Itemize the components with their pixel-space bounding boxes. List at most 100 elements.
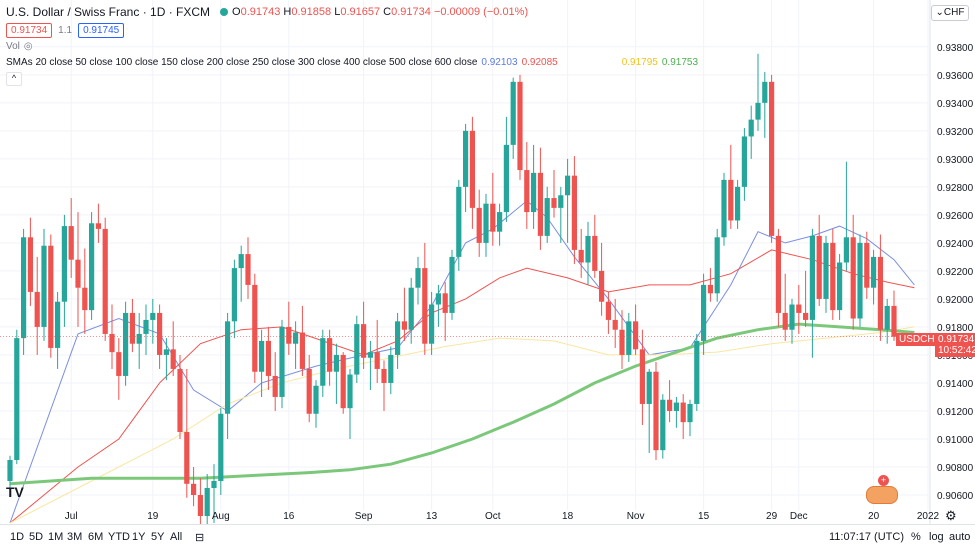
y-tick-label: 0.93600 — [937, 71, 974, 82]
range-5y[interactable]: 5Y — [151, 531, 165, 543]
candle-body — [680, 402, 686, 423]
candle-body — [361, 324, 367, 358]
candle-body — [225, 321, 231, 414]
date-range-calendar-icon[interactable]: ⊟ — [195, 532, 205, 544]
candle-body — [735, 186, 741, 221]
candle-body — [401, 321, 407, 330]
candle-body — [327, 338, 333, 372]
candle-body — [524, 170, 530, 213]
candle-body — [68, 226, 74, 260]
currency-select[interactable]: ⌄CHF — [931, 5, 969, 21]
open-value: 0.91743 — [240, 6, 281, 18]
x-tick-label: 18 — [562, 511, 574, 522]
range-all[interactable]: All — [170, 531, 183, 543]
sma-label[interactable]: SMAs 20 close 50 close 100 close 150 clo… — [6, 57, 478, 68]
x-tick-label: Dec — [790, 511, 808, 522]
sell-button[interactable]: 0.91734 — [6, 23, 53, 38]
candle-body — [170, 349, 176, 369]
x-axis[interactable]: Jul 19 Aug 16 Sep 13 Oct 18 Nov 15 29 Dec 20 2022 — [65, 511, 940, 522]
x-tick-label: 2022 — [917, 511, 940, 522]
y-tick-label: 0.93000 — [937, 155, 974, 166]
legend-title-row: U.S. Dollar / Swiss Franc · 1D · FXCM O0… — [6, 5, 528, 19]
candle-body — [537, 172, 543, 236]
candle-body — [803, 312, 809, 320]
candle-body — [21, 237, 27, 339]
range-5d[interactable]: 5D — [29, 531, 44, 543]
utc-clock[interactable]: 11:07:17 (UTC) — [829, 531, 904, 543]
y-tick-label: 0.91400 — [937, 379, 974, 390]
candle-body — [367, 352, 373, 358]
x-tick-label: 20 — [868, 511, 880, 522]
candle-body — [694, 340, 700, 404]
candle-body — [61, 226, 67, 302]
candle-body — [673, 402, 679, 411]
candle-body — [109, 333, 115, 353]
candle-body — [313, 385, 319, 414]
low-label: L — [334, 6, 341, 18]
candle-body — [95, 223, 101, 229]
candle-body — [769, 81, 775, 236]
collapse-legend-chevron-up-icon[interactable]: ^ — [6, 72, 22, 86]
y-tick-label: 0.93200 — [937, 127, 974, 138]
candle-body — [75, 259, 81, 288]
candle-body — [204, 487, 210, 517]
candle-body — [34, 291, 40, 327]
candle-body — [340, 354, 346, 409]
log-toggle[interactable]: log — [929, 531, 944, 543]
range-1m[interactable]: 1M — [48, 531, 64, 543]
plus-icon[interactable]: + — [878, 475, 889, 486]
candle-body — [864, 242, 870, 288]
candle-body — [136, 333, 142, 344]
auto-toggle[interactable]: auto — [949, 531, 971, 543]
candle-body — [571, 175, 577, 250]
y-tick-label: 0.92200 — [937, 267, 974, 278]
candle-body — [626, 321, 632, 355]
candle-body — [89, 223, 95, 311]
candle-body — [435, 293, 441, 305]
x-tick-label: Nov — [627, 511, 645, 522]
candle-body — [660, 399, 666, 451]
candle-body — [837, 262, 843, 311]
candle-body — [633, 321, 639, 350]
sma-line — [9, 326, 915, 524]
candle-body — [320, 338, 326, 386]
percent-toggle[interactable]: % — [911, 531, 921, 543]
range-3m[interactable]: 3M — [67, 531, 83, 543]
candle-body — [177, 368, 183, 432]
candle-body — [884, 305, 890, 330]
candle-body — [102, 228, 108, 334]
range-1d[interactable]: 1D — [10, 531, 25, 543]
candle-body — [612, 319, 618, 330]
candle-body — [639, 349, 645, 404]
x-tick-label: Oct — [485, 511, 501, 522]
candle-body — [27, 237, 33, 292]
y-tick-label: 0.90800 — [937, 463, 974, 474]
grid-lines — [0, 0, 931, 524]
candlesticks — [7, 53, 897, 531]
candle-body — [191, 483, 197, 495]
candle-body — [857, 242, 863, 319]
last-price-tag: 0.91734 — [935, 333, 975, 346]
candle-body — [415, 268, 421, 288]
events-badge-icon[interactable] — [866, 486, 898, 504]
eye-hidden-icon[interactable]: ◎ — [23, 41, 33, 52]
candle-body — [163, 349, 169, 355]
symbol-title[interactable]: U.S. Dollar / Swiss Franc · 1D · FXCM — [6, 5, 211, 19]
gear-icon[interactable]: ⚙ — [945, 508, 957, 523]
candle-body — [619, 329, 625, 355]
candle-body — [877, 256, 883, 330]
volume-label[interactable]: Vol — [6, 41, 20, 52]
range-6m[interactable]: 6M — [88, 531, 104, 543]
candle-body — [823, 242, 829, 299]
range-ytd[interactable]: YTD — [108, 531, 130, 543]
buy-button[interactable]: 0.91745 — [78, 23, 125, 38]
sma-row: SMAs 20 close 50 close 100 close 150 clo… — [6, 57, 698, 68]
symbol-price-tag: USDCHF — [896, 333, 944, 346]
candle-body — [762, 81, 768, 103]
low-value: 0.91657 — [340, 6, 381, 18]
candle-body — [197, 494, 203, 517]
range-1y[interactable]: 1Y — [132, 531, 146, 543]
y-axis[interactable]: 0.906000.908000.910000.912000.914000.916… — [937, 43, 974, 502]
candle-body — [578, 249, 584, 263]
